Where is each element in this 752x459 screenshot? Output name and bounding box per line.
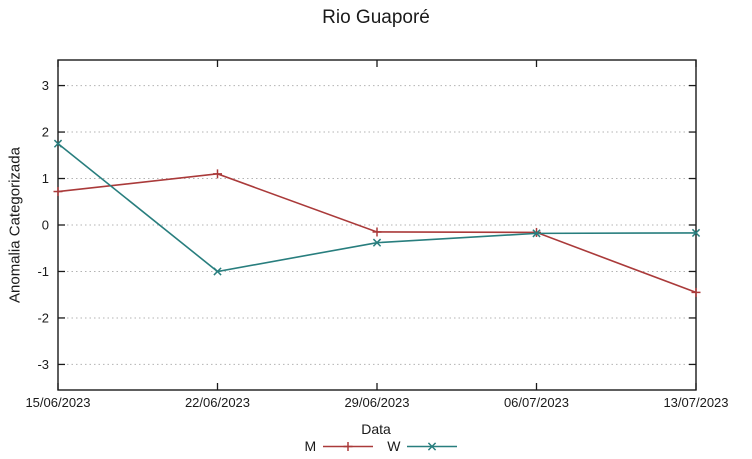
series-marker-W (372, 238, 382, 247)
y-tick-label: -3 (37, 357, 49, 372)
legend: M W (0, 438, 752, 454)
series-marker-W (691, 228, 701, 238)
x-tick-label: 22/06/2023 (185, 395, 250, 410)
series-line-W (57, 143, 697, 273)
plot-frame (57, 59, 697, 391)
series-marker-W (53, 139, 63, 148)
series-marker-M (213, 169, 222, 179)
y-tick-label: -2 (37, 310, 49, 325)
x-axis-label: Data (361, 421, 391, 437)
y-tick-label: 2 (42, 125, 49, 140)
y-tick-label: -1 (37, 264, 49, 279)
series-marker-W (532, 229, 541, 238)
x-tick-label: 15/06/2023 (25, 395, 90, 410)
legend-sample-marker (343, 441, 353, 451)
x-tick-label: 13/07/2023 (663, 395, 728, 410)
legend-line-sample-1 (407, 441, 458, 451)
legend-sample-marker (428, 441, 437, 451)
chart-title: Rio Guaporé (322, 7, 430, 28)
x-tick-label: 06/07/2023 (504, 395, 569, 410)
series-marker-W (213, 267, 222, 276)
legend-label-series-1: W (387, 438, 401, 454)
y-tick-label: 1 (42, 171, 49, 186)
series-marker-M (53, 187, 63, 197)
x-tick-label: 29/06/2023 (344, 395, 409, 410)
y-tick-label: 0 (42, 218, 49, 233)
legend-line-sample-0 (323, 441, 374, 451)
legend-label-series-0: M (304, 438, 317, 454)
series-marker-M (691, 287, 701, 297)
y-tick-label: 3 (42, 78, 49, 93)
series-marker-M (372, 227, 382, 237)
